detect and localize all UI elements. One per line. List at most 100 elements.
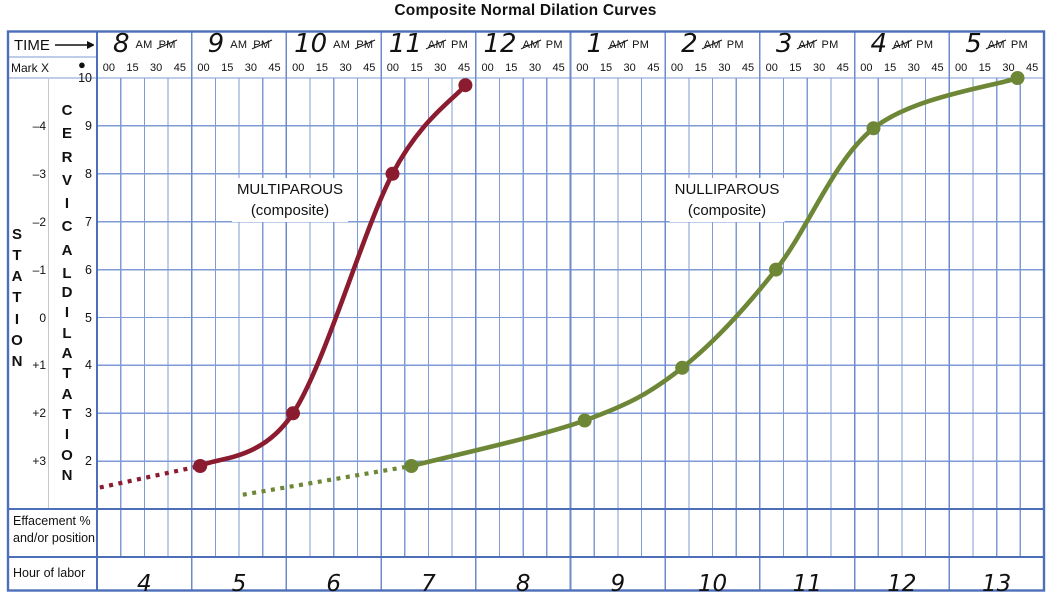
minute-label: 15	[599, 61, 613, 74]
chart-frame	[6, 30, 1046, 592]
multiparous-dotted-lead	[99, 463, 201, 490]
minute-label: 00	[102, 61, 115, 74]
minute-label: 30	[623, 61, 636, 74]
dilation-tick: 3	[85, 406, 92, 421]
pm-label: PM	[545, 38, 563, 51]
station-letter: T	[12, 289, 22, 307]
hour-number: 1	[586, 28, 603, 59]
station-letter: O	[11, 331, 23, 349]
station-tick: –1	[32, 262, 46, 277]
nulliparous-annotation-line2: (composite)	[687, 202, 767, 219]
pm-label: PM	[632, 38, 650, 51]
nulliparous-curve	[409, 75, 1020, 469]
hour-header-cell: 10 AM PM	[286, 28, 381, 59]
hour-of-labor-number: 4	[137, 571, 152, 595]
chart-title: Composite Normal Dilation Curves	[394, 2, 657, 19]
minute-label: 45	[552, 61, 565, 74]
multiparous-annotation-line1: MULTIPAROUS	[236, 181, 344, 198]
hour-header-cell: 2 AM PM	[665, 28, 760, 59]
nulliparous-data-point	[577, 413, 592, 428]
station-letter: N	[11, 352, 23, 370]
am-label: AM	[798, 38, 816, 51]
dilation-tick: 6	[85, 262, 92, 277]
station-tick: +1	[32, 358, 46, 373]
station-tick: +3	[32, 454, 46, 469]
hour-number: 10	[294, 28, 328, 59]
minute-label: 30	[339, 61, 352, 74]
pm-label: PM	[821, 38, 839, 51]
multiparous-data-point	[458, 78, 473, 93]
minute-label: 45	[268, 61, 281, 74]
minute-label: 45	[836, 61, 849, 74]
cervical-letter: C	[61, 102, 73, 119]
hour-number: 4	[870, 28, 888, 59]
hour-of-labor-number: 9	[610, 571, 626, 595]
cervical-letter: R	[61, 148, 73, 166]
dilation-tick: 4	[85, 358, 92, 373]
minute-label: 15	[694, 61, 707, 74]
minute-label: 45	[173, 61, 186, 74]
hour-of-labor-number: 10	[697, 571, 728, 595]
hour-of-labor-number: 12	[887, 571, 917, 595]
station-tick: 0	[39, 310, 46, 325]
am-label: AM	[987, 38, 1005, 51]
effacement-row-label: Effacement % and/or position	[13, 513, 95, 547]
station-tick: –4	[32, 118, 46, 133]
minute-label: 00	[197, 61, 210, 74]
hour-of-labor-number: 11	[792, 571, 822, 595]
minute-label: 00	[576, 61, 589, 74]
minute-label: 30	[907, 61, 920, 74]
dilatation-letter: O	[61, 446, 73, 464]
nulliparous-data-point	[1010, 71, 1025, 85]
minute-label: 00	[955, 61, 968, 74]
hour-number: 2	[681, 28, 698, 59]
am-label: AM	[609, 38, 627, 51]
cervical-letter: E	[61, 125, 72, 143]
right-arrow-icon	[54, 41, 94, 49]
minute-label: 15	[883, 61, 897, 74]
minute-label: 30	[244, 61, 257, 74]
effacement-label-line2: and/or position	[13, 531, 96, 545]
am-label: AM	[135, 38, 153, 51]
nulliparous-annotation-line1: NULLIPAROUS	[674, 181, 780, 198]
dilatation-letter: D	[61, 284, 73, 301]
hour-header-cell: 1 AM PM	[571, 28, 666, 59]
pm-label: PM	[1010, 38, 1029, 51]
multiparous-curve	[197, 82, 468, 469]
minute-label: 30	[434, 61, 447, 74]
hour-number: 3	[775, 28, 793, 59]
multiparous-data-point	[286, 406, 300, 421]
minute-label: 15	[978, 61, 991, 74]
hour-number: 8	[112, 28, 130, 59]
station-letter: A	[11, 268, 23, 286]
pm-label: PM	[356, 38, 374, 51]
mark-x-row: Mark X ●	[11, 57, 95, 77]
am-label: AM	[230, 38, 248, 51]
effacement-label-line1: Effacement %	[13, 514, 91, 528]
hour-of-labor-number: 13	[982, 571, 1012, 595]
minute-label: 15	[410, 61, 423, 74]
minute-label: 30	[812, 61, 826, 74]
nulliparous-data-point	[675, 360, 690, 375]
minute-label: 00	[670, 61, 684, 74]
cervical-letter: C	[61, 218, 73, 236]
mark-dot-icon: ●	[78, 57, 86, 72]
hour-header-cell: 11 AM PM	[381, 31, 476, 57]
pm-label: PM	[450, 38, 469, 51]
nulliparous-dotted-lead	[242, 463, 412, 497]
cervical-letter: V	[61, 171, 72, 189]
hour-of-labor-number: 6	[326, 571, 342, 595]
dilation-tick: 8	[85, 166, 92, 181]
am-label: AM	[333, 38, 351, 51]
minute-label: 00	[765, 61, 778, 74]
hour-of-labor-number: 7	[421, 571, 436, 595]
multiparous-annotation: MULTIPAROUS (composite)	[231, 178, 349, 222]
minute-label: 45	[363, 61, 376, 74]
dilation-tick: 2	[85, 454, 92, 469]
station-tick: –3	[32, 166, 46, 181]
station-letter: S	[11, 226, 22, 243]
